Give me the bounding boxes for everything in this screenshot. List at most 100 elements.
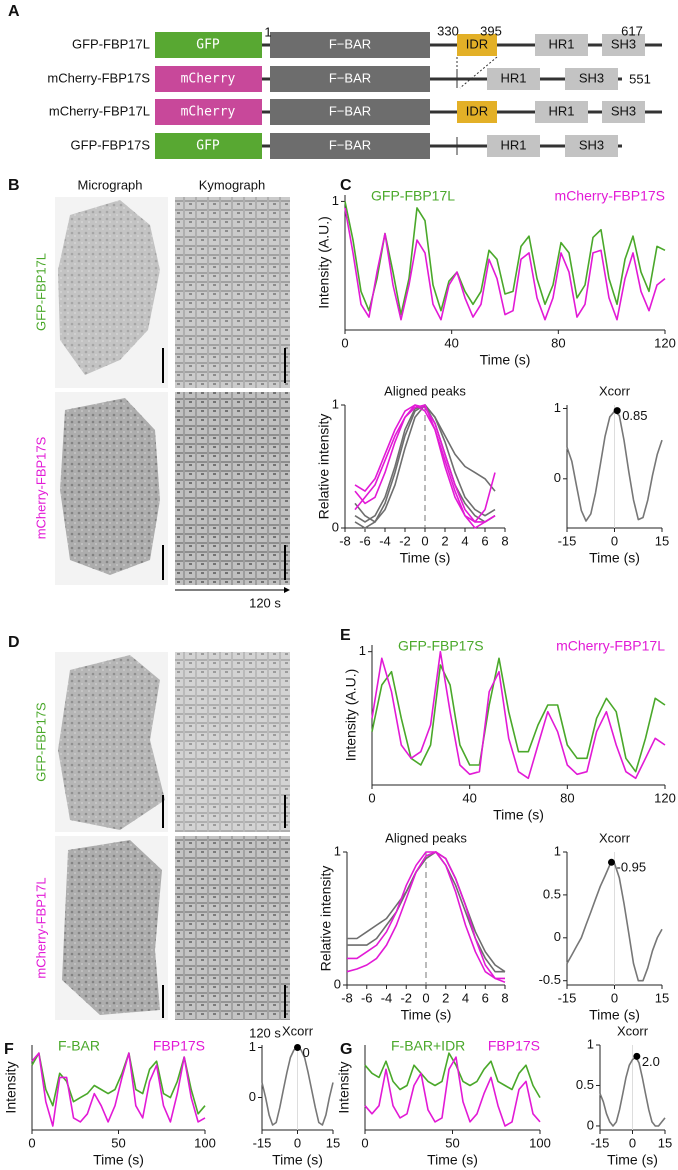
y-tick-label: 1 (359, 643, 366, 658)
fbar-box (270, 133, 430, 159)
residue-number: 617 (621, 23, 643, 38)
y-axis-label: Intensity (336, 1061, 352, 1113)
legend-entry: mCherry-FBP17L (556, 638, 665, 654)
x-tick-label: -15 (591, 1135, 610, 1150)
sh3-label: SH3 (611, 103, 636, 118)
x-tick-label: 2 (442, 990, 449, 1005)
x-tick-label: 40 (444, 335, 458, 350)
row-label: GFP-FBP17L (33, 253, 48, 331)
residue-number: 330 (437, 23, 459, 38)
hr1-box (487, 68, 540, 90)
legend-entry: GFP-FBP17S (398, 638, 484, 654)
residue-number: 1 (264, 24, 271, 39)
y-axis-label: Relative intensity (316, 414, 332, 520)
x-tick-label: 4 (462, 990, 469, 1005)
y-tick-label: 1 (587, 1036, 594, 1051)
y-tick-label: 1 (332, 396, 339, 411)
x-tick-label: 0 (28, 1135, 35, 1150)
series-line (344, 207, 666, 321)
fbar-box (270, 99, 430, 125)
legend-entry: F-BAR (58, 1038, 100, 1054)
sh3-label: SH3 (579, 137, 604, 152)
hr1-label: HR1 (500, 137, 526, 152)
tag-box (155, 133, 262, 159)
series-line (347, 851, 506, 973)
sh3-label: SH3 (611, 36, 636, 51)
hr1-box (535, 101, 588, 123)
hr1-box (487, 135, 540, 157)
sh3-box (602, 101, 645, 123)
x-tick-label: 15 (658, 1135, 672, 1150)
tag-label: mCherry (181, 72, 236, 87)
peak-label: -0.95 (616, 860, 646, 875)
tag-label: mCherry (181, 105, 236, 120)
chart-title: Xcorr (282, 1023, 314, 1038)
x-tick-label: 2 (441, 533, 448, 548)
panel-label: B (8, 177, 20, 194)
y-tick-label: 0 (554, 929, 561, 944)
x-axis-label: Time (s) (493, 807, 544, 823)
construct-name: mCherry-FBP17L (49, 103, 150, 118)
x-tick-label: 80 (560, 790, 574, 805)
series-line (354, 404, 496, 523)
x-tick-label: 6 (481, 533, 488, 548)
x-tick-label: 15 (326, 1135, 340, 1150)
x-tick-label: 15 (655, 533, 669, 548)
tag-label: GFP (196, 139, 220, 154)
x-tick-label: 0 (422, 990, 429, 1005)
x-axis-label: Time (s) (480, 352, 531, 368)
dash (459, 56, 498, 89)
legend-entry: mCherry-FBP17S (555, 188, 665, 204)
x-tick-label: 8 (501, 990, 508, 1005)
idr-label: IDR (466, 103, 488, 118)
sh3-label: SH3 (579, 70, 604, 85)
y-tick-label: 0 (332, 519, 339, 534)
x-axis-label: Time (s) (589, 550, 640, 566)
tag-box (155, 32, 262, 58)
hr1-label: HR1 (500, 70, 526, 85)
sh3-box (602, 34, 645, 56)
hr1-label: HR1 (548, 36, 574, 51)
tag-label: GFP (196, 38, 220, 53)
series-line (354, 404, 496, 523)
kymograph (175, 836, 290, 1020)
x-axis-label: Time (s) (401, 1007, 452, 1023)
kymograph (175, 392, 290, 585)
x-axis-label: Time (s) (93, 1152, 144, 1168)
y-tick-label: 1 (332, 193, 339, 208)
x-tick-label: -2 (400, 990, 412, 1005)
image-panels (55, 197, 290, 1020)
cell (60, 398, 160, 575)
duration: 120 s (249, 1025, 281, 1040)
fbar-box (270, 32, 430, 58)
x-tick-label: 0 (361, 1135, 368, 1150)
kymograph (175, 652, 290, 832)
x-tick-label: 120 (654, 790, 676, 805)
fbar-label: F−BAR (329, 70, 371, 85)
chart-title: Xcorr (617, 1023, 649, 1038)
hr1-box (535, 34, 588, 56)
peak-label: 0 (303, 1045, 310, 1060)
x-tick-label: 0 (611, 533, 618, 548)
construct-name: GFP-FBP17S (71, 137, 151, 152)
row-label: GFP-FBP17S (33, 702, 48, 782)
x-tick-label: 80 (551, 335, 565, 350)
chart-title: Xcorr (599, 830, 631, 845)
x-tick-label: 0 (629, 1135, 636, 1150)
peak-marker (607, 858, 615, 866)
residue-number: 395 (480, 23, 502, 38)
x-tick-label: -15 (558, 990, 577, 1005)
sh3-box (565, 135, 618, 157)
peak-marker (294, 1044, 301, 1051)
chart-title: Aligned peaks (384, 383, 466, 398)
tag-box (155, 66, 262, 92)
panel-label: E (340, 627, 351, 644)
residue-number: 551 (629, 71, 651, 86)
x-tick-label: 8 (501, 533, 508, 548)
x-tick-label: 50 (445, 1135, 459, 1150)
x-tick-label: 4 (461, 533, 468, 548)
sh3-box (565, 68, 618, 90)
kymograph (175, 197, 290, 388)
x-tick-label: -2 (399, 533, 411, 548)
y-axis-label: Intensity (3, 1061, 19, 1113)
